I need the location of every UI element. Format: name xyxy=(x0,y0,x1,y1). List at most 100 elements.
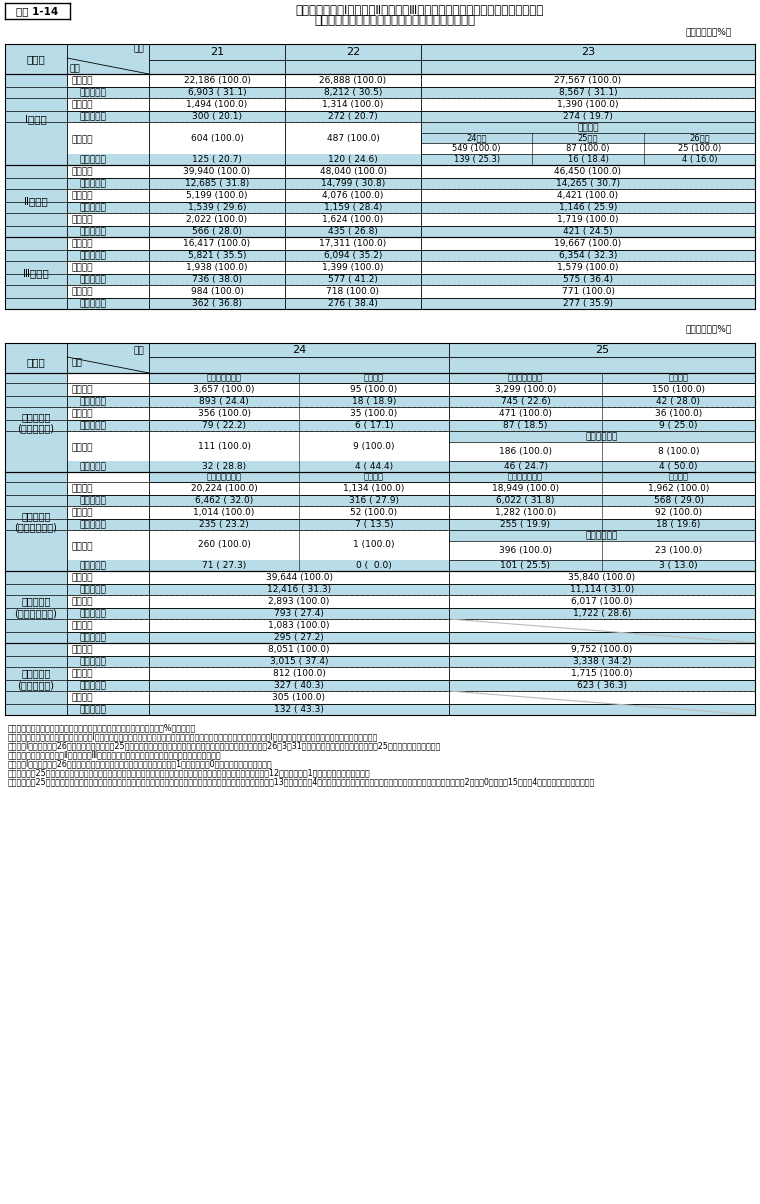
Text: 327 ( 40.3): 327 ( 40.3) xyxy=(274,681,324,690)
Text: 577 ( 41.2): 577 ( 41.2) xyxy=(328,275,378,284)
Bar xyxy=(421,165,755,178)
Bar xyxy=(421,275,755,285)
Text: 1,719 (100.0): 1,719 (100.0) xyxy=(557,216,619,224)
Bar xyxy=(149,691,449,704)
Text: 6,094 ( 35.2): 6,094 ( 35.2) xyxy=(324,250,382,260)
Text: 3 ( 13.0): 3 ( 13.0) xyxy=(659,561,698,569)
Text: うち女性数: うち女性数 xyxy=(79,585,106,594)
Text: 111 (100.0): 111 (100.0) xyxy=(198,442,251,450)
Text: 5,199 (100.0): 5,199 (100.0) xyxy=(186,191,248,200)
Text: 法務区分を除く: 法務区分を除く xyxy=(508,373,543,383)
Bar xyxy=(285,202,421,213)
Text: 1,539 ( 29.6): 1,539 ( 29.6) xyxy=(188,203,246,212)
Bar xyxy=(285,122,421,165)
Text: 23 (100.0): 23 (100.0) xyxy=(655,545,702,555)
Text: 435 ( 26.8): 435 ( 26.8) xyxy=(328,228,378,236)
Bar xyxy=(299,495,449,506)
Bar xyxy=(149,213,285,226)
Bar xyxy=(421,213,755,226)
Bar xyxy=(67,608,149,619)
Text: 総合職試験
(院卒者試験): 総合職試験 (院卒者試験) xyxy=(17,412,55,433)
Bar xyxy=(602,461,755,472)
Bar xyxy=(449,691,755,704)
Bar xyxy=(285,154,421,165)
Bar xyxy=(285,178,421,189)
Text: 20,224 (100.0): 20,224 (100.0) xyxy=(191,484,258,492)
Bar xyxy=(285,226,421,237)
Bar xyxy=(421,143,532,154)
Bar xyxy=(149,122,285,165)
Bar xyxy=(532,143,644,154)
Bar xyxy=(67,87,149,98)
Text: 35,840 (100.0): 35,840 (100.0) xyxy=(568,573,635,582)
Text: 国家公務員採用Ⅰ種試験・Ⅱ種試験・Ⅲ種試験及び国家公務員採用総合職試験・: 国家公務員採用Ⅰ種試験・Ⅱ種試験・Ⅲ種試験及び国家公務員採用総合職試験・ xyxy=(296,4,544,17)
Bar xyxy=(421,122,755,132)
Text: 1,134 (100.0): 1,134 (100.0) xyxy=(344,484,404,492)
Text: 22,186 (100.0): 22,186 (100.0) xyxy=(183,76,251,85)
Text: 125 ( 20.7): 125 ( 20.7) xyxy=(192,155,242,164)
Bar xyxy=(149,472,299,482)
Bar xyxy=(285,250,421,261)
Text: 採用者数: 採用者数 xyxy=(71,443,93,453)
Text: 6,903 ( 31.1): 6,903 ( 31.1) xyxy=(188,88,246,98)
Text: 教養区分: 教養区分 xyxy=(364,472,384,482)
Bar xyxy=(149,275,285,285)
Text: 申込者数: 申込者数 xyxy=(71,385,93,394)
Bar xyxy=(602,519,755,530)
Bar xyxy=(67,560,149,571)
Bar xyxy=(449,420,602,431)
Bar xyxy=(149,154,285,165)
Bar xyxy=(449,396,602,407)
Bar xyxy=(449,495,602,506)
Text: 4 ( 50.0): 4 ( 50.0) xyxy=(659,462,698,471)
Bar xyxy=(67,431,149,472)
Text: 5,821 ( 35.5): 5,821 ( 35.5) xyxy=(188,250,246,260)
Bar xyxy=(67,396,149,407)
Bar xyxy=(67,619,149,632)
Bar xyxy=(67,73,149,87)
Bar xyxy=(299,373,449,383)
Text: 25: 25 xyxy=(595,346,609,355)
Text: 186 (100.0): 186 (100.0) xyxy=(499,447,552,456)
Text: 1,722 ( 28.6): 1,722 ( 28.6) xyxy=(573,609,631,618)
Bar xyxy=(299,431,449,472)
Bar xyxy=(149,704,449,715)
Bar xyxy=(602,472,755,482)
Bar xyxy=(67,643,149,656)
Bar xyxy=(299,530,449,571)
Text: 一般職試験の申込者数・合格者数・採用者数の推移: 一般職試験の申込者数・合格者数・採用者数の推移 xyxy=(315,14,476,28)
Bar xyxy=(67,506,149,519)
Text: 4,421 (100.0): 4,421 (100.0) xyxy=(557,191,619,200)
Text: うち女性数: うち女性数 xyxy=(79,397,106,406)
Text: 採用内定者数: 採用内定者数 xyxy=(586,531,618,541)
Text: ４　一般職（高卒）、Ⅱ種試験及びⅢ種試験の採用者数は、名簿有効期間満了時の人数である。: ４ 一般職（高卒）、Ⅱ種試験及びⅢ種試験の採用者数は、名簿有効期間満了時の人数で… xyxy=(8,750,222,759)
Bar xyxy=(67,285,149,299)
Bar xyxy=(421,154,532,165)
Bar xyxy=(421,98,755,111)
Text: 1,083 (100.0): 1,083 (100.0) xyxy=(268,621,330,630)
Text: 6,022 ( 31.8): 6,022 ( 31.8) xyxy=(496,496,555,504)
Bar xyxy=(449,680,755,691)
Text: うち女性数: うち女性数 xyxy=(79,609,106,618)
Text: 7 ( 13.5): 7 ( 13.5) xyxy=(355,520,394,529)
Text: 92 (100.0): 92 (100.0) xyxy=(655,508,702,517)
Text: 46,450 (100.0): 46,450 (100.0) xyxy=(555,167,622,176)
Bar xyxy=(285,111,421,122)
Bar xyxy=(602,373,755,383)
Text: 8,051 (100.0): 8,051 (100.0) xyxy=(268,645,330,654)
Text: うち女性数: うち女性数 xyxy=(79,88,106,98)
Text: うち女性数: うち女性数 xyxy=(79,561,106,569)
Bar xyxy=(285,213,421,226)
Bar xyxy=(67,178,149,189)
Text: 1,159 ( 28.4): 1,159 ( 28.4) xyxy=(324,203,382,212)
Text: 18 ( 19.6): 18 ( 19.6) xyxy=(657,520,701,529)
Text: （単位：人、%）: （単位：人、%） xyxy=(685,28,731,36)
Text: 16,417 (100.0): 16,417 (100.0) xyxy=(183,240,251,248)
Bar xyxy=(449,506,602,519)
Text: 52 (100.0): 52 (100.0) xyxy=(350,508,397,517)
Bar xyxy=(449,656,755,667)
Bar xyxy=(449,704,755,715)
Bar xyxy=(67,261,149,275)
Text: 項目: 項目 xyxy=(71,359,82,367)
Text: 採用年度: 採用年度 xyxy=(578,123,599,132)
